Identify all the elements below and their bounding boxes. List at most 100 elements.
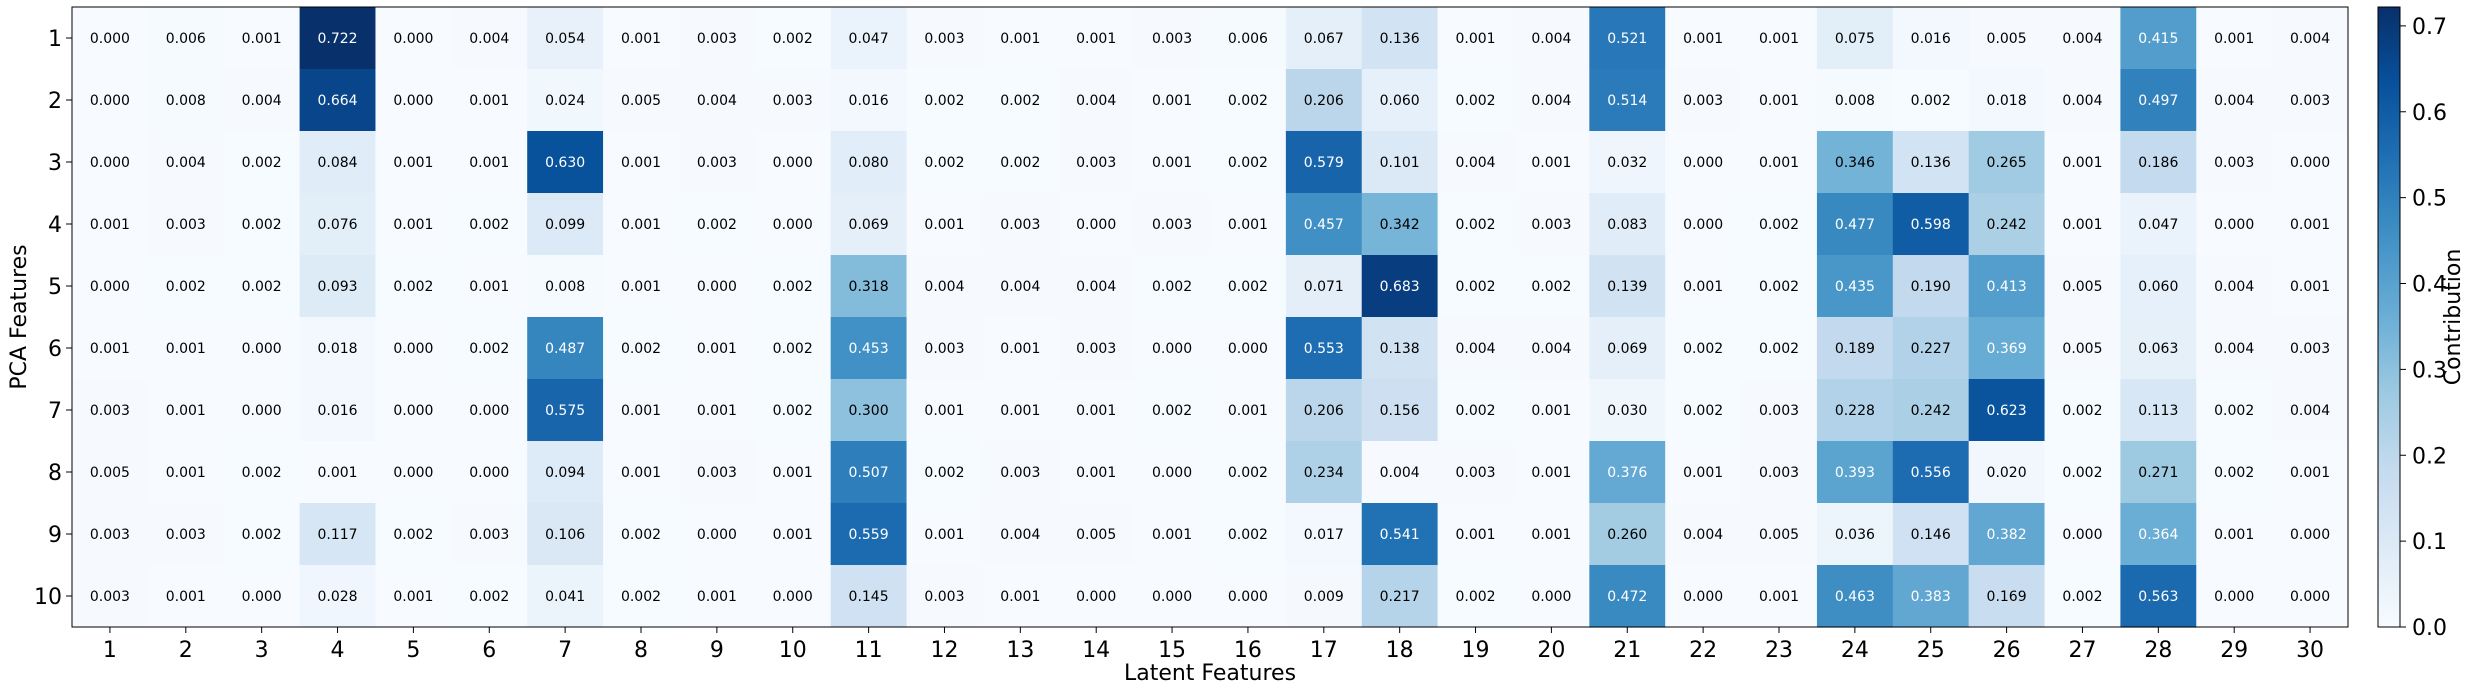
x-tick-label: 26: [1993, 638, 2021, 663]
heatmap-cell-value: 0.364: [2138, 527, 2178, 543]
heatmap-cell-value: 0.071: [1304, 279, 1344, 295]
heatmap-cell: [2196, 317, 2273, 380]
heatmap-cell: [830, 317, 908, 380]
heatmap-cell-value: 0.579: [1304, 155, 1344, 171]
heatmap-cell-value: 0.156: [1380, 403, 1420, 419]
heatmap-cell: [1513, 255, 1590, 318]
heatmap-cell-value: 0.001: [166, 465, 206, 481]
heatmap-cell-value: 0.008: [1835, 93, 1875, 109]
heatmap-cell: [2272, 131, 2349, 194]
heatmap-cell: [451, 255, 528, 318]
heatmap-cell: [451, 441, 528, 504]
heatmap-cell-value: 0.001: [393, 217, 433, 233]
heatmap-cell: [1134, 193, 1211, 256]
heatmap-cell: [678, 131, 756, 194]
heatmap-cell-value: 0.382: [1987, 527, 2027, 543]
heatmap-cell-value: 0.117: [317, 527, 357, 543]
heatmap-cell: [2120, 255, 2197, 318]
colorbar-tick-label: 0.6: [2412, 101, 2447, 126]
heatmap-cell: [223, 503, 301, 566]
heatmap-cell-value: 0.084: [317, 155, 357, 171]
heatmap-cell: [603, 131, 680, 194]
heatmap-cell: [830, 379, 908, 442]
heatmap-cell-value: 0.507: [849, 465, 889, 481]
heatmap-cell: [1589, 193, 1666, 256]
heatmap-cell-value: 0.001: [1076, 403, 1116, 419]
heatmap-cell-value: 0.002: [1455, 589, 1495, 605]
heatmap-cell: [1513, 565, 1590, 628]
heatmap-cell: [451, 7, 528, 70]
heatmap-cell-value: 0.003: [1455, 465, 1495, 481]
heatmap-cell: [1968, 193, 2046, 256]
heatmap-cell: [906, 7, 983, 70]
heatmap-cell-value: 0.002: [2214, 465, 2254, 481]
heatmap-cell: [1058, 7, 1135, 70]
heatmap-cell-value: 0.001: [2062, 155, 2102, 171]
heatmap-cell-value: 0.415: [2138, 31, 2178, 47]
heatmap-cell: [1513, 503, 1590, 566]
heatmap-cell-value: 0.094: [545, 465, 585, 481]
heatmap-cell: [830, 69, 908, 132]
heatmap-cell: [1892, 131, 1970, 194]
heatmap-cell-value: 0.106: [545, 527, 585, 543]
colorbar-tick-label: 0.1: [2412, 530, 2447, 555]
heatmap-cell-value: 0.003: [1759, 465, 1799, 481]
heatmap-cell: [2044, 131, 2121, 194]
heatmap-cell-value: 0.004: [2214, 279, 2254, 295]
heatmap-cell: [72, 379, 149, 442]
heatmap-cell-value: 0.000: [393, 465, 433, 481]
heatmap-cell: [1816, 441, 1894, 504]
heatmap-cell-value: 0.000: [1683, 217, 1723, 233]
heatmap-cell: [1361, 131, 1439, 194]
heatmap-cell-value: 0.001: [469, 279, 509, 295]
heatmap-cell-value: 0.001: [697, 589, 737, 605]
heatmap-cell: [72, 7, 149, 70]
heatmap-cell: [1285, 255, 1363, 318]
heatmap-cell: [1058, 503, 1135, 566]
heatmap-cell: [1437, 131, 1515, 194]
heatmap-cell: [830, 441, 908, 504]
heatmap-cell-value: 0.000: [90, 31, 130, 47]
x-tick-label: 17: [1310, 638, 1338, 663]
heatmap-cell: [1741, 565, 1818, 628]
heatmap-cell-value: 0.060: [1380, 93, 1420, 109]
heatmap-cell-value: 0.186: [2138, 155, 2178, 171]
heatmap-cell: [603, 379, 680, 442]
heatmap-cell-value: 0.101: [1380, 155, 1420, 171]
heatmap-cell-value: 0.002: [242, 465, 282, 481]
heatmap-cell-value: 0.003: [469, 527, 509, 543]
heatmap-cell: [1285, 565, 1363, 628]
heatmap-cell-value: 0.001: [1683, 465, 1723, 481]
y-tick-label: 2: [48, 89, 62, 114]
heatmap-cell-value: 0.000: [90, 93, 130, 109]
heatmap-cell-value: 0.004: [2214, 93, 2254, 109]
heatmap-cell-value: 0.004: [469, 31, 509, 47]
heatmap-cell-value: 0.242: [1911, 403, 1951, 419]
colorbar-ticks: 0.0 0.1 0.2 0.3 0.4 0.5 0.6 0.7: [2400, 15, 2447, 641]
heatmap-cell-value: 0.346: [1835, 155, 1875, 171]
heatmap-cell: [2196, 503, 2273, 566]
heatmap-cell-value: 0.521: [1607, 31, 1647, 47]
heatmap-cell-value: 0.002: [1455, 279, 1495, 295]
heatmap-cell-value: 0.001: [1000, 341, 1040, 357]
heatmap-cell: [1741, 379, 1818, 442]
heatmap-cell: [1741, 503, 1818, 566]
x-axis-ticks: 1 2 3 4 5 6 7 8 9 10 11 12 13 14 15 16 17 18 19 20 21 22 23 24 2…: [103, 627, 2324, 663]
heatmap-cell-value: 0.189: [1835, 341, 1875, 357]
heatmap-cell-value: 0.003: [924, 31, 964, 47]
heatmap-cell: [1665, 503, 1742, 566]
x-tick-label: 20: [1537, 638, 1565, 663]
heatmap-cell: [451, 193, 528, 256]
heatmap-cell: [1210, 565, 1287, 628]
heatmap-cell: [1210, 441, 1287, 504]
heatmap-cell: [2044, 441, 2121, 504]
heatmap-cell: [2272, 317, 2349, 380]
heatmap-cell: [1968, 131, 2046, 194]
heatmap-cell: [1665, 565, 1742, 628]
x-tick-label: 29: [2220, 638, 2248, 663]
heatmap-cell: [754, 69, 832, 132]
heatmap-cell-value: 0.190: [1911, 279, 1951, 295]
heatmap-cell-value: 0.005: [1987, 31, 2027, 47]
heatmap-cell: [1210, 7, 1287, 70]
heatmap-cell: [1816, 379, 1894, 442]
